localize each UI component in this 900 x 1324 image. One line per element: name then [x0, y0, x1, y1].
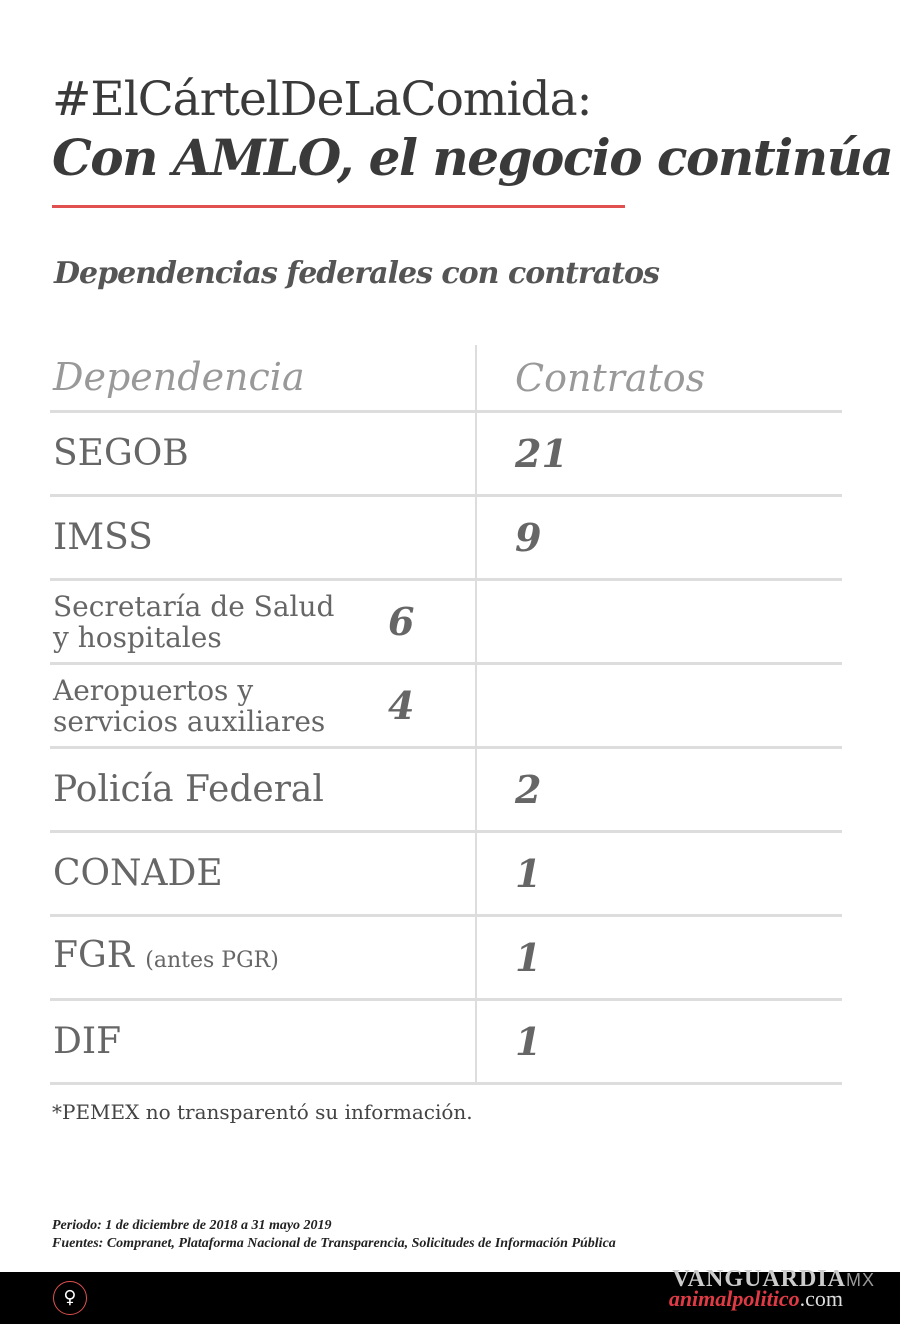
table-row: FGR (antes PGR) 1	[50, 917, 842, 1001]
dependencia-name: Policía Federal	[53, 769, 324, 810]
sources-block: Periodo: 1 de diciembre de 2018 a 31 may…	[52, 1217, 616, 1253]
dependencia-cell: IMSS	[50, 520, 480, 556]
table-row: DIF 1	[50, 1001, 842, 1085]
dependencia-note: (antes PGR)	[145, 947, 279, 973]
header-dependencia: Dependencia	[53, 355, 305, 399]
animal-text: animalpolitico	[668, 1286, 800, 1311]
column-divider	[475, 345, 477, 1085]
vanguardia-text: VANGUARDIA	[672, 1266, 846, 1292]
dependencia-cell: SEGOB	[50, 436, 480, 472]
footer-bar: ♀ VANGUARDIAMX animalpolitico.com	[0, 1266, 900, 1324]
title-line-1: #ElCártelDeLaComida:	[52, 72, 592, 127]
table-row: SEGOB 21	[50, 413, 842, 497]
footnote: *PEMEX no transparentó su información.	[52, 1100, 473, 1124]
dependencia-name: CONADE	[53, 853, 223, 894]
dependencia-name: FGR	[53, 934, 134, 976]
sources-text: Fuentes: Compranet, Plataforma Nacional …	[52, 1236, 616, 1251]
title-line-2: Con AMLO, el negocio continúa	[52, 128, 894, 187]
contratos-value: 21	[515, 431, 568, 476]
contratos-value: 9	[515, 515, 542, 560]
vanguardia-suffix: MX	[846, 1270, 875, 1290]
table-row: Policía Federal 2	[50, 749, 842, 833]
table-row: Secretaría de Salud y hospitales 6	[50, 581, 842, 665]
table-header: Dependencia Contratos	[50, 345, 842, 413]
dependencia-cell: Aeropuertos y servicios auxiliares	[50, 675, 353, 737]
vanguardia-logo: VANGUARDIAMX	[672, 1266, 875, 1293]
contratos-value: 1	[515, 935, 542, 980]
contratos-value: 4	[388, 683, 415, 728]
dependencia-name: Aeropuertos y servicios auxiliares	[53, 673, 326, 738]
table-row: Aeropuertos y servicios auxiliares 4	[50, 665, 842, 749]
dependencia-name: SEGOB	[53, 433, 189, 474]
dependencia-cell: CONADE	[50, 856, 480, 892]
animal-suffix: .com	[799, 1286, 843, 1311]
contratos-value: 1	[515, 851, 542, 896]
title-divider	[52, 205, 625, 208]
contracts-table: Dependencia Contratos SEGOB 21 IMSS 9 Secret…	[50, 345, 842, 1085]
contratos-value: 6	[388, 599, 415, 644]
dependencia-name: DIF	[53, 1021, 122, 1062]
subtitle: Dependencias federales con contratos	[54, 256, 660, 291]
dependencia-cell: FGR (antes PGR)	[50, 937, 480, 976]
table-row: IMSS 9	[50, 497, 842, 581]
header-contratos: Contratos	[515, 355, 706, 400]
dependencia-cell: Policía Federal	[50, 772, 480, 808]
dependencia-name: IMSS	[53, 517, 153, 558]
dependencia-cell: DIF	[50, 1024, 480, 1060]
animalpolitico-logo: animalpolitico.com	[669, 1286, 843, 1312]
dependencia-cell: Secretaría de Salud y hospitales	[50, 591, 353, 653]
contratos-value: 2	[515, 767, 542, 812]
elephant-head-icon: ♀	[53, 1281, 87, 1315]
period-text: Periodo: 1 de diciembre de 2018 a 31 may…	[52, 1218, 332, 1233]
contratos-value: 1	[515, 1019, 542, 1064]
table-row: CONADE 1	[50, 833, 842, 917]
dependencia-name: Secretaría de Salud y hospitales	[53, 589, 335, 654]
